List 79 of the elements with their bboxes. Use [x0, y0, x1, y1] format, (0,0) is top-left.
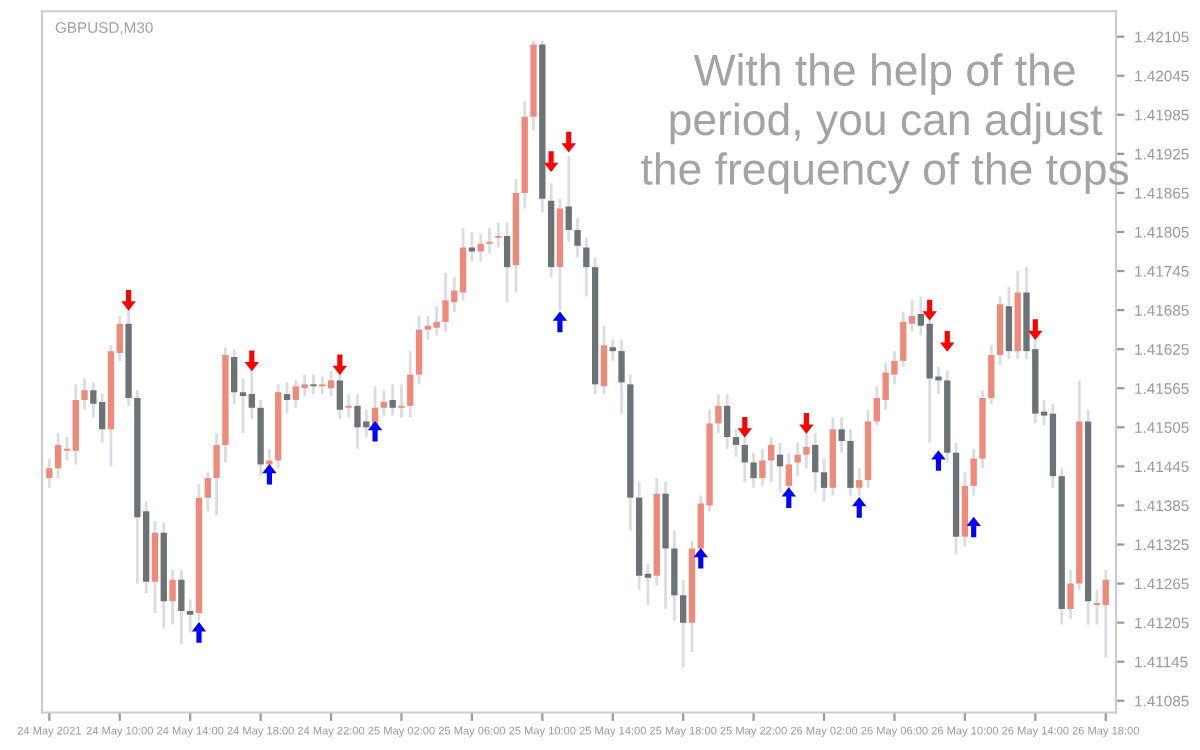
candlestick — [741, 431, 748, 484]
candlestick — [724, 392, 731, 451]
point — [121, 290, 136, 311]
point — [931, 450, 946, 471]
candlestick — [327, 369, 335, 398]
candlestick — [565, 154, 572, 244]
candlestick — [618, 338, 625, 416]
candlestick — [600, 324, 608, 396]
candlestick — [671, 529, 678, 623]
candlestick — [750, 451, 757, 490]
candlestick — [486, 226, 493, 255]
candlestick — [178, 568, 185, 646]
candlestick — [838, 416, 845, 455]
candlestick — [239, 377, 247, 435]
candlestick — [81, 377, 88, 412]
candlestick — [856, 466, 863, 498]
candlestick — [477, 232, 484, 263]
candlestick — [204, 470, 211, 513]
candlestick — [301, 373, 308, 398]
candlestick — [768, 435, 775, 484]
point — [244, 350, 260, 372]
point — [552, 311, 568, 333]
candlestick — [424, 314, 432, 341]
candlestick — [389, 382, 396, 417]
candlestick — [574, 216, 581, 259]
candlestick — [415, 314, 423, 386]
candlestick — [820, 457, 828, 503]
candlestick — [715, 392, 722, 435]
candlestick — [988, 343, 995, 406]
candlestick — [1005, 285, 1013, 361]
candlestick — [248, 365, 255, 421]
candlestick — [468, 230, 476, 263]
candlestick — [319, 375, 326, 396]
candlestick — [54, 431, 62, 480]
point — [799, 413, 814, 434]
candlestick — [336, 369, 344, 421]
candlestick — [847, 427, 854, 498]
candlestick — [407, 349, 414, 419]
candlestick — [503, 220, 511, 304]
candlestick — [785, 451, 792, 492]
candlestick — [803, 427, 810, 470]
candlestick — [609, 338, 616, 363]
point — [940, 331, 955, 352]
candlestick — [900, 310, 907, 369]
candlestick — [495, 220, 502, 249]
candlestick — [398, 382, 405, 419]
candlestick — [680, 578, 687, 669]
candlestick — [732, 427, 740, 458]
point — [367, 420, 383, 442]
candlestick — [354, 392, 361, 451]
candlestick — [442, 271, 449, 333]
point — [852, 497, 867, 518]
candlestick — [46, 457, 53, 490]
candlestick — [213, 431, 220, 517]
candlestick — [1093, 588, 1101, 626]
candlestick — [187, 597, 194, 634]
candlestick — [283, 381, 291, 416]
point — [1028, 319, 1043, 340]
candlestick — [98, 392, 106, 445]
candlestick — [380, 388, 388, 417]
candlestick — [812, 431, 819, 494]
candlestick — [1102, 568, 1109, 660]
point — [543, 151, 559, 172]
candlestick — [759, 447, 766, 488]
candlestick — [970, 447, 977, 498]
point — [191, 622, 207, 643]
candlestick — [169, 568, 176, 626]
point — [332, 354, 348, 376]
candlestick — [433, 304, 440, 337]
candlestick — [583, 236, 590, 298]
candlestick — [310, 373, 317, 396]
annotation: With the help of the period, you can adjust the frequency of the tops — [641, 53, 1129, 194]
candlestick — [794, 441, 801, 478]
candlestick — [231, 347, 238, 406]
point — [781, 487, 797, 508]
point — [737, 417, 752, 438]
candlestick — [345, 392, 352, 419]
candlestick — [459, 226, 467, 302]
candlestick — [1067, 568, 1074, 621]
